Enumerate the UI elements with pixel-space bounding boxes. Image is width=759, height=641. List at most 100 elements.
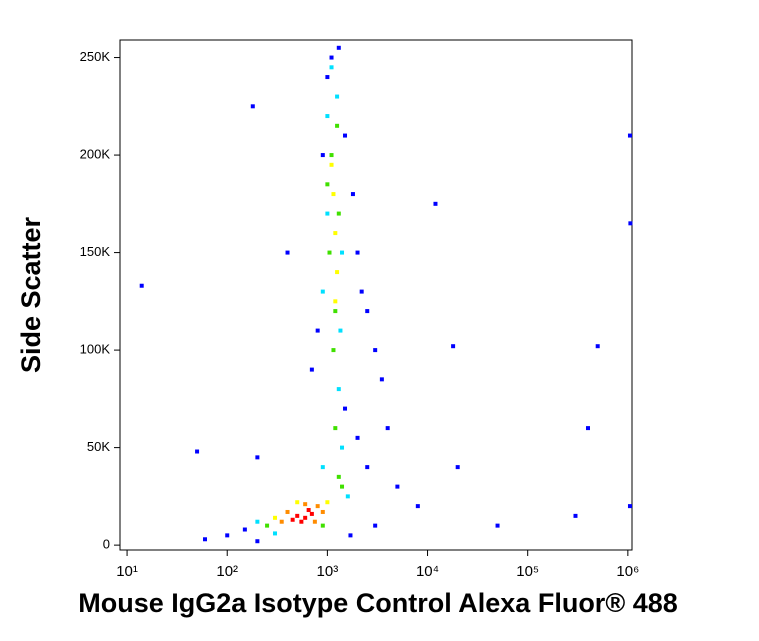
data-point — [373, 523, 378, 528]
data-point — [329, 153, 334, 158]
data-point — [273, 515, 278, 520]
data-point — [365, 309, 370, 314]
data-point — [320, 523, 325, 528]
x-tick-label: 10² — [216, 563, 238, 580]
x-tick-label: 10⁴ — [416, 563, 439, 580]
data-point — [242, 527, 247, 532]
data-point — [336, 387, 341, 392]
data-point — [225, 533, 230, 538]
x-axis-title: Mouse IgG2a Isotype Control Alexa Fluor®… — [78, 588, 678, 618]
x-tick-label: 10¹ — [116, 563, 138, 580]
data-point — [348, 533, 353, 538]
data-point — [336, 474, 341, 479]
data-point — [340, 445, 345, 450]
data-point — [303, 515, 308, 520]
data-point — [345, 494, 350, 499]
y-tick-label: 250K — [80, 49, 111, 64]
data-point — [333, 309, 338, 314]
data-point — [415, 504, 420, 509]
data-point — [379, 377, 384, 382]
data-point — [395, 484, 400, 489]
data-point — [595, 344, 600, 349]
data-point — [331, 192, 336, 197]
data-point — [325, 500, 330, 505]
data-point — [355, 250, 360, 255]
data-point — [320, 289, 325, 294]
data-point — [325, 182, 330, 187]
data-point — [628, 221, 633, 226]
y-tick-label: 100K — [80, 342, 111, 357]
data-point — [627, 133, 632, 138]
data-point — [255, 519, 260, 524]
data-point — [336, 45, 341, 50]
data-point — [627, 504, 632, 509]
data-point — [299, 519, 304, 524]
data-point — [290, 517, 295, 522]
data-point — [139, 283, 144, 288]
data-point — [303, 502, 308, 507]
data-point — [320, 509, 325, 514]
data-point — [325, 75, 330, 80]
y-tick-label: 50K — [87, 439, 110, 454]
data-point — [333, 299, 338, 304]
data-point — [329, 65, 334, 70]
data-point — [329, 55, 334, 60]
data-point — [285, 509, 290, 514]
data-point — [295, 500, 300, 505]
data-point — [255, 455, 260, 460]
data-point — [373, 348, 378, 353]
data-point — [343, 406, 348, 411]
data-point — [320, 465, 325, 470]
data-point — [309, 511, 314, 516]
data-point — [338, 328, 343, 333]
data-point — [320, 153, 325, 158]
data-point — [335, 94, 340, 99]
y-axis-title: Side Scatter — [16, 216, 46, 373]
data-point — [325, 211, 330, 216]
data-point — [195, 449, 200, 454]
data-point — [203, 537, 208, 542]
data-point — [331, 348, 336, 353]
x-tick-label: 10⁵ — [516, 563, 539, 580]
x-tick-label: 10⁶ — [616, 563, 639, 580]
data-point — [433, 201, 438, 206]
data-point — [573, 513, 578, 518]
data-point — [255, 539, 260, 544]
data-point — [340, 484, 345, 489]
data-point — [343, 133, 348, 138]
data-point — [325, 114, 330, 119]
data-point — [340, 250, 345, 255]
y-tick-label: 0 — [103, 537, 110, 552]
data-point — [273, 531, 278, 536]
data-point — [333, 426, 338, 431]
data-point — [385, 426, 390, 431]
y-tick-label: 150K — [80, 244, 111, 259]
data-point — [279, 519, 284, 524]
data-point — [327, 250, 332, 255]
data-point — [250, 104, 255, 109]
data-point — [350, 192, 355, 197]
plot-frame — [119, 39, 633, 551]
data-point — [359, 289, 364, 294]
data-point — [309, 367, 314, 372]
y-tick-label: 200K — [80, 147, 111, 162]
data-point — [585, 426, 590, 431]
data-point — [315, 328, 320, 333]
data-point — [335, 270, 340, 275]
data-point — [455, 465, 460, 470]
data-point — [365, 465, 370, 470]
data-point — [333, 231, 338, 236]
data-point — [315, 504, 320, 509]
data-point — [495, 523, 500, 528]
data-point — [451, 344, 456, 349]
data-point — [306, 508, 311, 513]
x-tick-label: 10³ — [317, 563, 339, 580]
data-point — [355, 435, 360, 440]
data-point — [335, 123, 340, 128]
data-point — [295, 513, 300, 518]
data-point — [265, 523, 270, 528]
data-point — [336, 211, 341, 216]
data-point — [285, 250, 290, 255]
